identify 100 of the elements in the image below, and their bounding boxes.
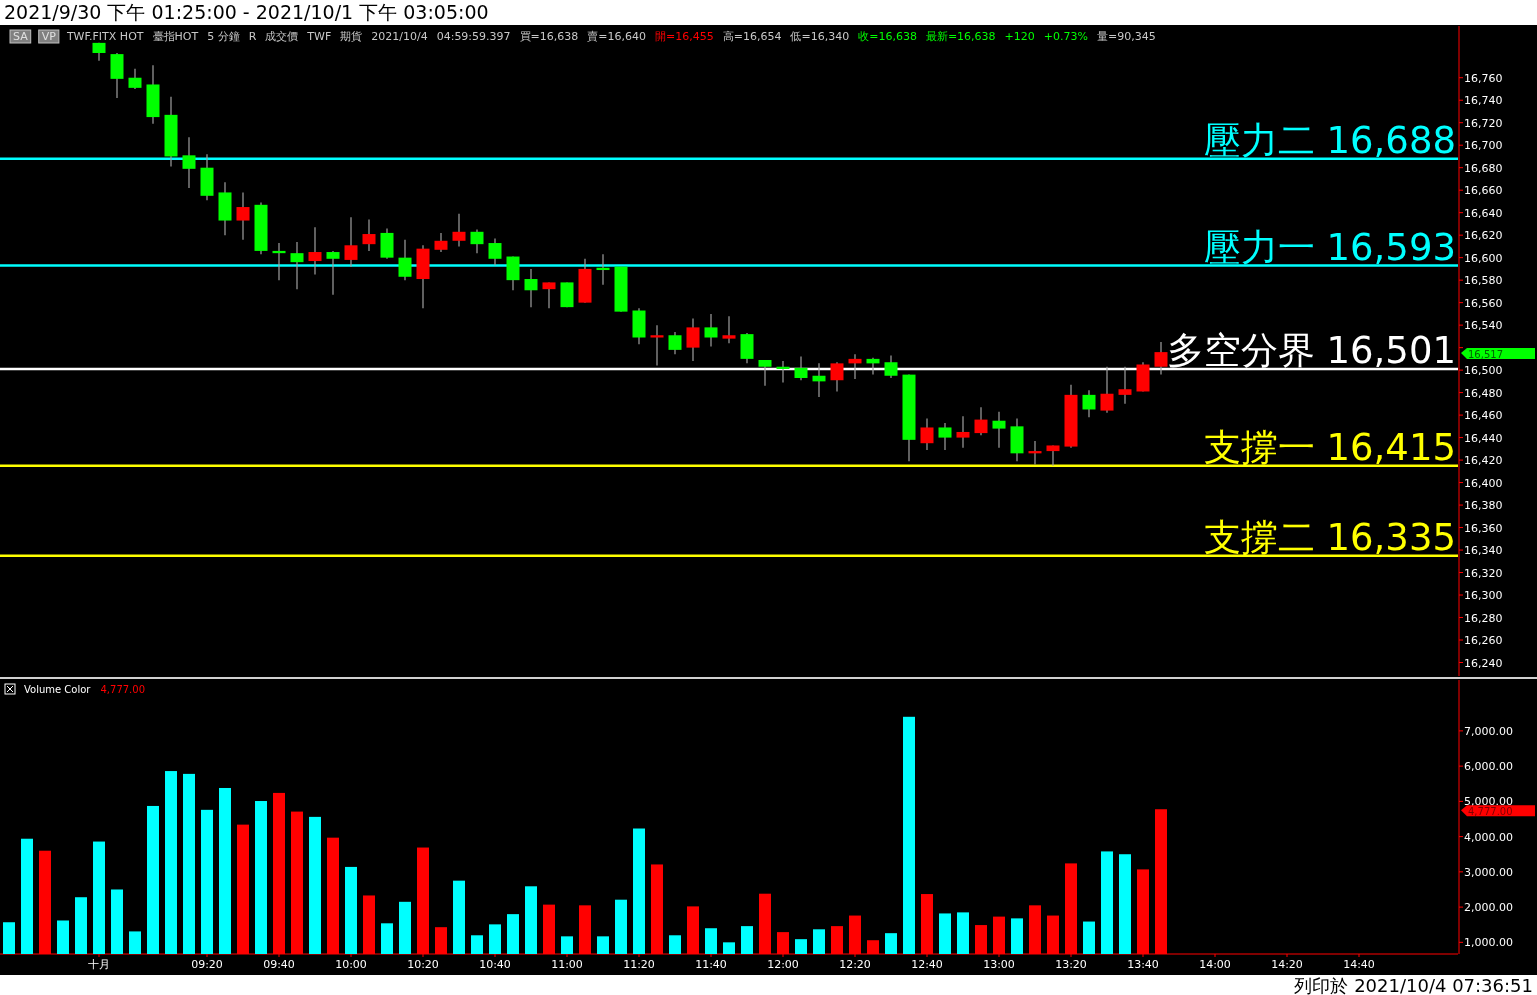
candlestick <box>920 417 934 451</box>
candlestick <box>686 317 700 362</box>
candlestick <box>1082 389 1096 418</box>
candlestick <box>272 242 286 281</box>
candlestick <box>182 136 196 189</box>
y-tick-label: 16,620 <box>1464 229 1503 243</box>
candlestick <box>866 357 880 376</box>
annotation: 賣=16,640 <box>587 30 647 43</box>
x-tick-label: 13:40 <box>1127 958 1159 971</box>
x-tick-label: 10:00 <box>335 958 367 971</box>
y-tick-label: 16,320 <box>1464 566 1503 580</box>
candlestick <box>956 415 970 449</box>
candlestick <box>488 237 502 267</box>
y-tick-label: 16,420 <box>1464 454 1503 468</box>
annotation: 量=90,345 <box>1097 30 1156 43</box>
annotation: 4,777.00 <box>100 684 146 695</box>
annotation: 高=16,654 <box>722 30 782 43</box>
candlestick <box>326 250 340 296</box>
annotation: 買=16,638 <box>519 30 579 43</box>
y-tick-label: 16,580 <box>1464 274 1503 288</box>
ref-line-label: 支撐二 16,335 <box>1203 515 1456 559</box>
y-tick-label: 16,720 <box>1464 116 1503 130</box>
candlestick <box>344 216 358 268</box>
y-tick-label: 5,000.00 <box>1464 795 1513 809</box>
annotation: VP <box>41 30 57 43</box>
y-tick-label: 16,440 <box>1464 431 1503 445</box>
y-tick-label: 4,000.00 <box>1464 830 1513 844</box>
x-tick-label: 10:40 <box>479 958 511 971</box>
annotation: 開=16,455 <box>655 30 714 43</box>
candlestick <box>974 406 988 436</box>
annotation: 5 分鐘 <box>207 30 240 43</box>
x-tick-label: 13:00 <box>983 958 1015 971</box>
annotation: 最新=16,638 <box>925 30 996 43</box>
candlestick <box>398 239 412 281</box>
candlestick <box>506 255 520 291</box>
candlestick <box>236 191 250 241</box>
x-tick-label: 09:40 <box>263 958 295 971</box>
y-tick-label: 3,000.00 <box>1464 865 1513 879</box>
y-tick-label: 16,280 <box>1464 611 1503 625</box>
x-tick-label: 12:00 <box>767 958 799 971</box>
candlestick <box>470 228 484 254</box>
y-tick-label: 16,540 <box>1464 319 1503 333</box>
annotation: 低=16,340 <box>790 30 850 43</box>
y-tick-label: 6,000.00 <box>1464 760 1513 774</box>
text: 16,517 <box>1468 349 1503 361</box>
y-tick-label: 16,640 <box>1464 206 1503 220</box>
annotation: TWF <box>306 30 332 43</box>
x-tick-label: 14:20 <box>1271 958 1303 971</box>
text: 列印於 2021/10/4 07:36:51 <box>1294 975 1533 995</box>
x-tick-label: 11:00 <box>551 958 583 971</box>
candlestick <box>992 411 1006 449</box>
y-tick-label: 16,460 <box>1464 409 1503 423</box>
candlestick <box>308 226 322 276</box>
candlestick <box>452 213 466 248</box>
x-tick-label: 12:20 <box>839 958 871 971</box>
candlestick <box>722 315 736 344</box>
candlestick <box>794 356 808 381</box>
candlestick <box>1154 341 1168 376</box>
y-tick-label: 16,360 <box>1464 521 1503 535</box>
annotation: 04:59:59.397 <box>436 30 511 43</box>
y-tick-label: 16,700 <box>1464 139 1503 153</box>
y-tick-label: 7,000.00 <box>1464 724 1513 738</box>
annotation: 期貨 <box>340 30 363 43</box>
y-tick-label: 16,740 <box>1464 94 1503 108</box>
candlestick <box>830 361 844 393</box>
x-tick-label: 09:20 <box>191 958 223 971</box>
ref-line-label: 壓力二 16,688 <box>1203 118 1456 162</box>
candlestick <box>650 324 664 367</box>
ref-line-label: 壓力一 16,593 <box>1203 225 1456 269</box>
annotation: TWF.FITX HOT <box>65 30 144 43</box>
x-tick-label: 10:20 <box>407 958 439 971</box>
y-tick-label: 16,380 <box>1464 499 1503 513</box>
candlestick <box>884 354 898 379</box>
annotation: SA <box>13 30 29 43</box>
candlestick <box>290 241 304 290</box>
candlestick <box>704 313 718 348</box>
annotation: 2021/10/4 <box>371 30 428 43</box>
y-tick-label: 16,500 <box>1464 364 1503 378</box>
y-tick-label: 16,300 <box>1464 589 1503 603</box>
x-tick-label: 11:20 <box>623 958 655 971</box>
candlestick <box>1046 444 1060 467</box>
annotation: R <box>248 30 257 43</box>
annotation: 臺指HOT <box>152 30 199 43</box>
candlestick <box>758 359 772 387</box>
y-tick-label: 16,560 <box>1464 296 1503 310</box>
candlestick <box>848 353 862 380</box>
y-tick-label: 16,340 <box>1464 544 1503 558</box>
annotation: 收=16,638 <box>858 30 917 43</box>
x-tick-label: 13:20 <box>1055 958 1087 971</box>
x-tick-label: 十月 <box>88 958 110 971</box>
candlestick <box>1118 366 1132 405</box>
candlestick <box>362 218 376 252</box>
y-tick-label: 16,600 <box>1464 251 1503 265</box>
ref-line-label: 支撐一 16,415 <box>1203 425 1456 469</box>
y-tick-label: 16,480 <box>1464 386 1503 400</box>
y-tick-label: 2,000.00 <box>1464 901 1513 915</box>
candlestick <box>542 281 556 309</box>
candlestick <box>938 422 952 451</box>
text: 4,777.00 <box>1468 806 1513 818</box>
annotation: +120 <box>1004 30 1035 43</box>
